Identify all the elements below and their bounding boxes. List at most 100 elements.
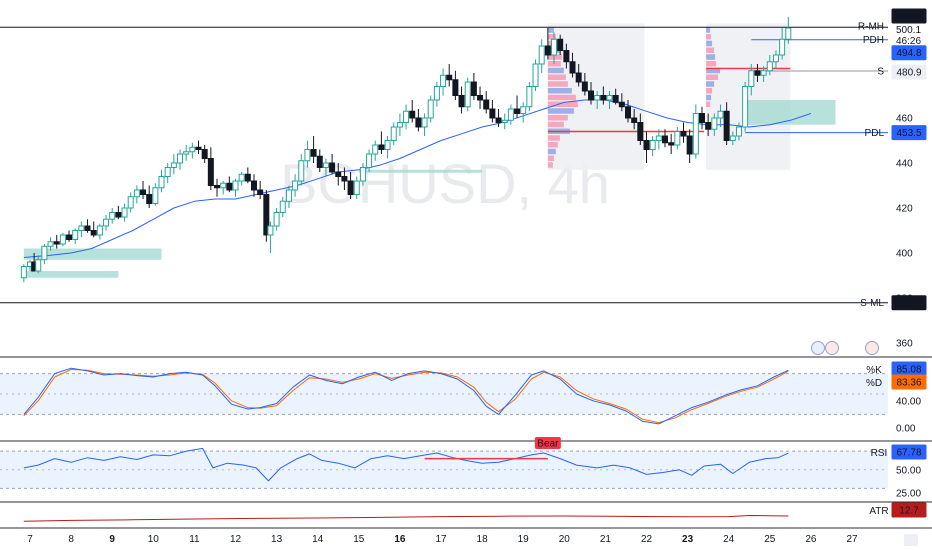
- candle-body: [164, 167, 171, 177]
- price-tick-label: 420: [896, 204, 913, 215]
- level-label-s-ml: S-ML: [860, 298, 884, 309]
- volume-profile-bar: [706, 101, 711, 107]
- settings-icon: [904, 534, 918, 546]
- candle-body: [526, 86, 533, 108]
- candle-body: [366, 153, 373, 168]
- volume-profile-bar: [547, 67, 564, 74]
- volume-profile-bar: [547, 54, 562, 60]
- candle-body: [72, 230, 79, 240]
- time-tick-label: 20: [559, 534, 571, 545]
- candle-body: [267, 225, 274, 236]
- volume-profile-bar: [547, 88, 572, 94]
- candle-body: [785, 27, 792, 40]
- candle-body: [279, 200, 286, 213]
- candle-body: [655, 135, 662, 141]
- time-tick-label: 11: [189, 534, 200, 545]
- rsi-badge: 67.78: [896, 448, 921, 459]
- time-tick-label: 8: [68, 534, 74, 545]
- candle-body: [292, 180, 299, 191]
- candle-body: [310, 149, 317, 157]
- candle-body: [520, 106, 527, 114]
- bear-label: Bear: [537, 439, 559, 450]
- pdh-price-badge: 494.8: [896, 48, 921, 59]
- candle-body: [263, 194, 270, 236]
- pdl-price-badge: 453.5: [896, 128, 921, 139]
- candle-body: [748, 70, 755, 87]
- candle-body: [711, 117, 718, 130]
- candle-body: [631, 117, 638, 123]
- candle-body: [563, 50, 570, 63]
- stoch-d-badge: 83.36: [896, 378, 921, 389]
- candle-body: [643, 140, 650, 150]
- price-tick-label: 360: [896, 339, 913, 350]
- time-tick-label: 27: [846, 534, 858, 545]
- time-tick-label: 10: [148, 534, 160, 545]
- last-price-badge: 500.8: [896, 12, 921, 23]
- volume-profile-bar: [706, 67, 721, 74]
- candle-body: [495, 117, 502, 123]
- candle-body: [207, 158, 214, 186]
- time-tick-label: 13: [271, 534, 283, 545]
- price-tick-label: 440: [896, 159, 913, 170]
- time-axis: 7 8 9 10 11 12 13 14 15 16 17 18 19 20 21 22 23 24 25 26 27: [27, 534, 918, 546]
- rsi-name: RSI: [871, 448, 888, 459]
- volume-profile-bar: [547, 81, 568, 87]
- volume-profile-bar: [706, 54, 716, 60]
- candle-body: [403, 110, 410, 123]
- candle-body: [637, 122, 644, 141]
- candle-body: [760, 70, 767, 76]
- candle-body: [195, 146, 202, 150]
- candle-body: [183, 151, 190, 155]
- volume-profile-bar: [706, 27, 711, 33]
- time-tick-label: 15: [353, 534, 365, 545]
- candle-body: [121, 207, 128, 218]
- s-price-badge: 480.9: [896, 67, 921, 78]
- candle-body: [396, 122, 403, 128]
- time-tick-label: 9: [109, 534, 115, 545]
- candle-body: [316, 155, 323, 168]
- last-price-badge-bg: [891, 8, 927, 24]
- candle-body: [415, 117, 422, 128]
- rsi-tick-label: 25.00: [896, 489, 921, 500]
- time-tick-label: 23: [682, 534, 694, 545]
- candle-body: [285, 189, 292, 202]
- time-tick-label: 21: [600, 534, 612, 545]
- pdh-price-badge-bg: [891, 45, 927, 61]
- candle-body: [53, 241, 60, 245]
- time-tick-label: 14: [312, 534, 324, 545]
- moving-average-line: [23, 99, 812, 258]
- volume-profile-bar: [547, 27, 554, 33]
- lightning-icon: [811, 341, 825, 355]
- candle-body: [90, 230, 97, 236]
- candle-body: [452, 79, 459, 96]
- candle-body: [378, 144, 385, 150]
- stoch-k-badge: 85.08: [896, 365, 921, 376]
- candle-body: [588, 90, 595, 101]
- volume-profile-bar: [706, 74, 719, 80]
- candle-body: [680, 131, 687, 137]
- flag-icon: [825, 341, 839, 355]
- stoch-tick-label: 0.00: [896, 424, 916, 435]
- flag-icon: [865, 341, 879, 355]
- volume-profile-bar: [547, 108, 574, 114]
- volume-profile-bar: [547, 162, 553, 168]
- volume-profile-bar: [706, 40, 713, 47]
- candle-body: [735, 126, 742, 137]
- candle-body: [347, 180, 354, 195]
- candle-body: [214, 185, 221, 189]
- atr-badge-bg: [891, 502, 927, 518]
- level-label-pdh: PDH: [863, 35, 884, 46]
- candle-body: [470, 81, 477, 96]
- stoch-d-badge-bg: [891, 374, 927, 390]
- atr-name: ATR: [869, 506, 888, 517]
- price-axis: 380400420440460480360500.8500.146:26494.…: [891, 8, 927, 350]
- candle-body: [538, 45, 545, 65]
- volume-profile-bar: [547, 121, 564, 128]
- candle-body: [170, 162, 177, 168]
- candle-body: [668, 142, 675, 146]
- candle-body: [705, 122, 712, 130]
- sml-price-badge-bg: [891, 295, 927, 311]
- volume-profile-bar: [547, 34, 556, 40]
- time-tick-label: 17: [435, 534, 447, 545]
